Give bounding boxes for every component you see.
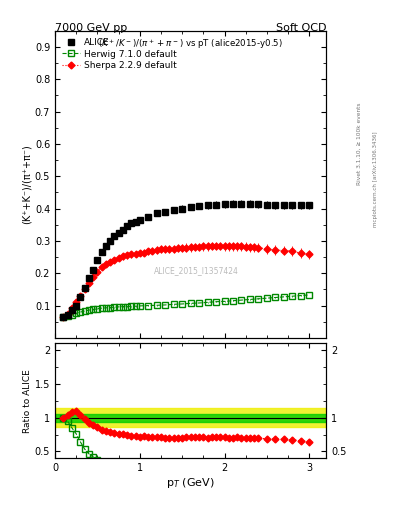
Text: 7000 GeV pp: 7000 GeV pp	[55, 23, 127, 33]
Text: Rivet 3.1.10, ≥ 100k events: Rivet 3.1.10, ≥ 100k events	[357, 102, 362, 185]
Text: mcplots.cern.ch [arXiv:1306.3436]: mcplots.cern.ch [arXiv:1306.3436]	[373, 132, 378, 227]
Text: ALICE_2015_I1357424: ALICE_2015_I1357424	[154, 266, 239, 275]
X-axis label: p$_T$ (GeV): p$_T$ (GeV)	[166, 476, 215, 490]
Y-axis label: (K⁺+K⁻)/(π⁺+π⁻): (K⁺+K⁻)/(π⁺+π⁻)	[22, 144, 32, 224]
Y-axis label: Ratio to ALICE: Ratio to ALICE	[23, 369, 32, 433]
Legend: ALICE, Herwig 7.1.0 default, Sherpa 2.2.9 default: ALICE, Herwig 7.1.0 default, Sherpa 2.2.…	[59, 35, 179, 73]
Text: Soft QCD: Soft QCD	[276, 23, 326, 33]
Text: $(K^+/K^-)$/$(\pi^++\pi^-)$ vs pT (alice2015-y0.5): $(K^+/K^-)$/$(\pi^++\pi^-)$ vs pT (alice…	[98, 37, 283, 51]
